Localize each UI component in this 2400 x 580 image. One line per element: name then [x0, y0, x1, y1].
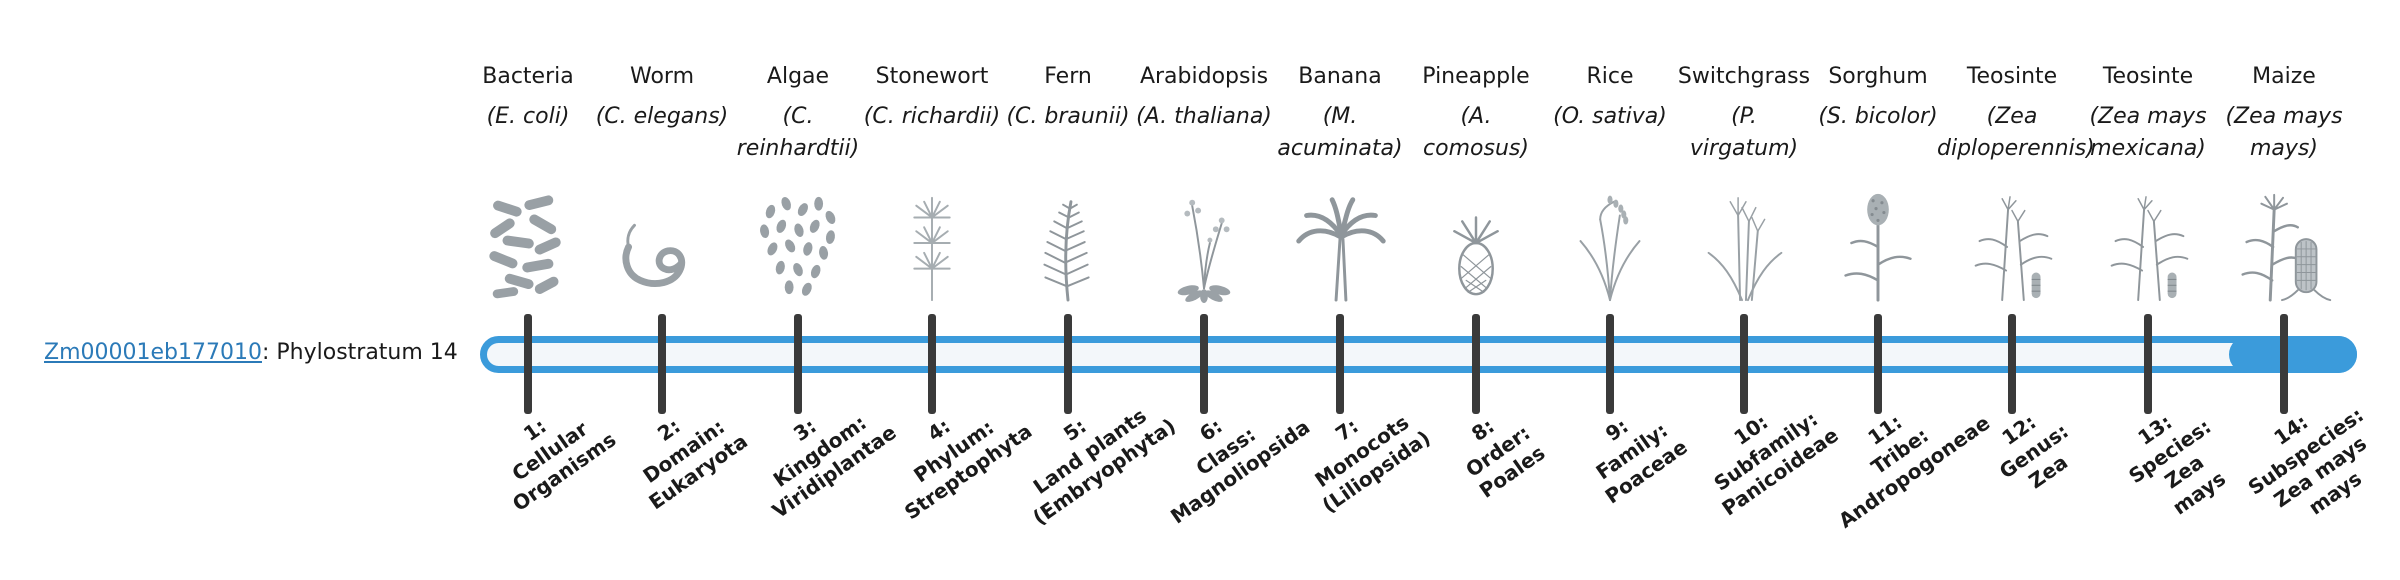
- phylostratum-tick: [524, 314, 532, 414]
- organism-scientific-name-line: (C. richardii): [863, 104, 1001, 129]
- algae-icon: [743, 174, 853, 304]
- organism-column: Stonewort (C. richardii) 4: Phylum: Strept…: [857, 0, 1037, 580]
- organism-column: Maize (Zea mays mays) 14: Subspecies: Zea m…: [2209, 0, 2371, 580]
- organism-scientific-name-line: (A. thaliana): [1136, 104, 1272, 129]
- gene-id-link[interactable]: Zm00001eb177010: [44, 340, 262, 365]
- fern-icon: [1013, 174, 1123, 304]
- organism-scientific-name: (P. virgatum): [1669, 101, 1819, 165]
- organism-scientific-name-line: mexicana): [2090, 135, 2206, 161]
- sorghum-icon: [1823, 174, 1933, 304]
- organism-common-name: Worm: [629, 64, 694, 89]
- organism-scientific-name-line: (C.: [782, 104, 814, 129]
- organism-common-name: Banana: [1298, 64, 1382, 89]
- teosinte-icon: [2093, 174, 2203, 304]
- phylostratum-tick: [2144, 314, 2152, 414]
- organism-column: Arabidopsis (A. thaliana) 6: Class: Magnol…: [1129, 0, 1314, 580]
- organism-scientific-name: (Zea diploperennis): [1937, 101, 2095, 165]
- organism-scientific-name: (A. thaliana): [1129, 101, 1279, 133]
- organism-common-name: Bacteria: [482, 64, 574, 89]
- organism-column: Rice (O. sativa) 9: Family: Poaceae: [1535, 0, 1692, 580]
- phylostratum-tick: [928, 314, 936, 414]
- organism-scientific-name: (C. reinhardtii): [723, 101, 873, 165]
- rice-icon: [1555, 174, 1665, 304]
- pineapple-icon: [1421, 174, 1531, 304]
- organism-scientific-name: (E. coli): [453, 101, 603, 133]
- organism-scientific-name-line: (O. sativa): [1553, 104, 1667, 129]
- organism-scientific-name-line: comosus): [1423, 135, 1529, 161]
- organism-scientific-name-line: (E. coli): [486, 104, 570, 129]
- organism-column: Algae (C. reinhardtii) 3: Kingdom: Viridipl…: [723, 0, 901, 580]
- organism-column: Bacteria (E. coli) 1: Cellular Organisms: [453, 0, 620, 580]
- organism-column: Banana (M. acuminata) 7: Monocots (Liliopsi…: [1265, 0, 1434, 580]
- organism-common-name: Teosinte: [1966, 64, 2058, 89]
- organism-scientific-name-line: acuminata): [1277, 135, 1403, 161]
- organism-scientific-name: (A. comosus): [1401, 101, 1551, 165]
- organism-scientific-name-line: (A.: [1460, 104, 1492, 129]
- timeline-bar-highlight-ps14: [2229, 336, 2357, 373]
- organism-scientific-name-line: (C. elegans): [595, 104, 729, 129]
- organism-column: Teosinte (Zea diploperennis) 12: Genus: Zea: [1937, 0, 2095, 580]
- organism-scientific-name: (S. bicolor): [1803, 101, 1953, 133]
- phylostratum-tick: [1874, 314, 1882, 414]
- organism-scientific-name: (O. sativa): [1535, 101, 1685, 133]
- organism-scientific-name-line: (S. bicolor): [1818, 104, 1938, 129]
- phylostratum-tick: [658, 314, 666, 414]
- maize-icon: [2229, 174, 2339, 304]
- organism-scientific-name-line: mays): [2250, 135, 2318, 161]
- phylostratum-tick: [1336, 314, 1344, 414]
- organism-column: Worm (C. elegans) 2: Domain: Eukaryota: [587, 0, 752, 580]
- phylostratum-tick: [1472, 314, 1480, 414]
- organism-common-name: Algae: [766, 64, 830, 89]
- organism-scientific-name-line: (P.: [1731, 104, 1757, 129]
- organism-scientific-name-line: (Zea mays: [2225, 104, 2343, 129]
- organism-common-name: Pineapple: [1422, 64, 1530, 89]
- organism-scientific-name-line: (Zea: [1986, 104, 2038, 129]
- organism-common-name: Maize: [2252, 64, 2316, 89]
- organism-common-name: Switchgrass: [1677, 64, 1811, 89]
- organism-column: Fern (C. braunii) 5: Land plants (Embryoph…: [993, 0, 1180, 580]
- organism-scientific-name: (M. acuminata): [1265, 101, 1415, 165]
- organism-common-name: Sorghum: [1828, 64, 1928, 89]
- arabidopsis-icon: [1149, 174, 1259, 304]
- organism-common-name: Arabidopsis: [1139, 64, 1269, 89]
- teosinte-icon: [1957, 174, 2067, 304]
- organism-scientific-name-line: (M.: [1322, 104, 1358, 129]
- organism-scientific-name-line: reinhardtii): [736, 135, 860, 161]
- organism-scientific-name-line: diploperennis): [1937, 135, 2095, 161]
- organism-scientific-name-line: (C. braunii): [1006, 104, 1130, 129]
- phylostratum-tick: [1740, 314, 1748, 414]
- organism-column: Switchgrass (P. virgatum) 10: Subfamily: Pa…: [1669, 0, 1843, 580]
- organism-common-name: Teosinte: [2102, 64, 2194, 89]
- gene-phylostratum-label: Zm00001eb177010: Phylostratum 14: [44, 340, 458, 365]
- banana-icon: [1285, 174, 1395, 304]
- organism-scientific-name: (C. braunii): [993, 101, 1143, 133]
- organism-scientific-name-line: virgatum): [1689, 135, 1799, 161]
- organism-scientific-name: (C. richardii): [857, 101, 1007, 133]
- phylostratum-tick: [794, 314, 802, 414]
- organism-scientific-name-line: (Zea mays: [2089, 104, 2207, 129]
- organism-common-name: Rice: [1586, 64, 1634, 89]
- phylostratum-tick: [1606, 314, 1614, 414]
- phylostratum-label: 14: Subspecies: Zea mays mays: [2194, 402, 2374, 522]
- phylostratum-tick: [2008, 314, 2016, 414]
- worm-icon: [607, 174, 717, 304]
- bacteria-icon: [473, 174, 583, 304]
- organism-column: Sorghum (S. bicolor) 11: Tribe: Andropogon…: [1803, 0, 1994, 580]
- stonewort-icon: [877, 174, 987, 304]
- gene-label-suffix: : Phylostratum 14: [261, 340, 458, 365]
- organism-scientific-name: (Zea mays mays): [2209, 101, 2359, 165]
- organism-scientific-name: (C. elegans): [587, 101, 737, 133]
- organism-common-name: Fern: [1044, 64, 1092, 89]
- phylostratum-tick: [1064, 314, 1072, 414]
- organism-column: Pineapple (A. comosus) 8: Order: Poales: [1401, 0, 1551, 580]
- phylostratum-tick: [1200, 314, 1208, 414]
- phylostratum-tick: [2280, 314, 2288, 414]
- organism-column: Teosinte (Zea mays mexicana) 13: Species: Z…: [2073, 0, 2229, 580]
- organism-scientific-name: (Zea mays mexicana): [2073, 101, 2223, 165]
- timeline-bar: [480, 336, 2357, 373]
- organism-common-name: Stonewort: [875, 64, 989, 89]
- switchgrass-icon: [1689, 174, 1799, 304]
